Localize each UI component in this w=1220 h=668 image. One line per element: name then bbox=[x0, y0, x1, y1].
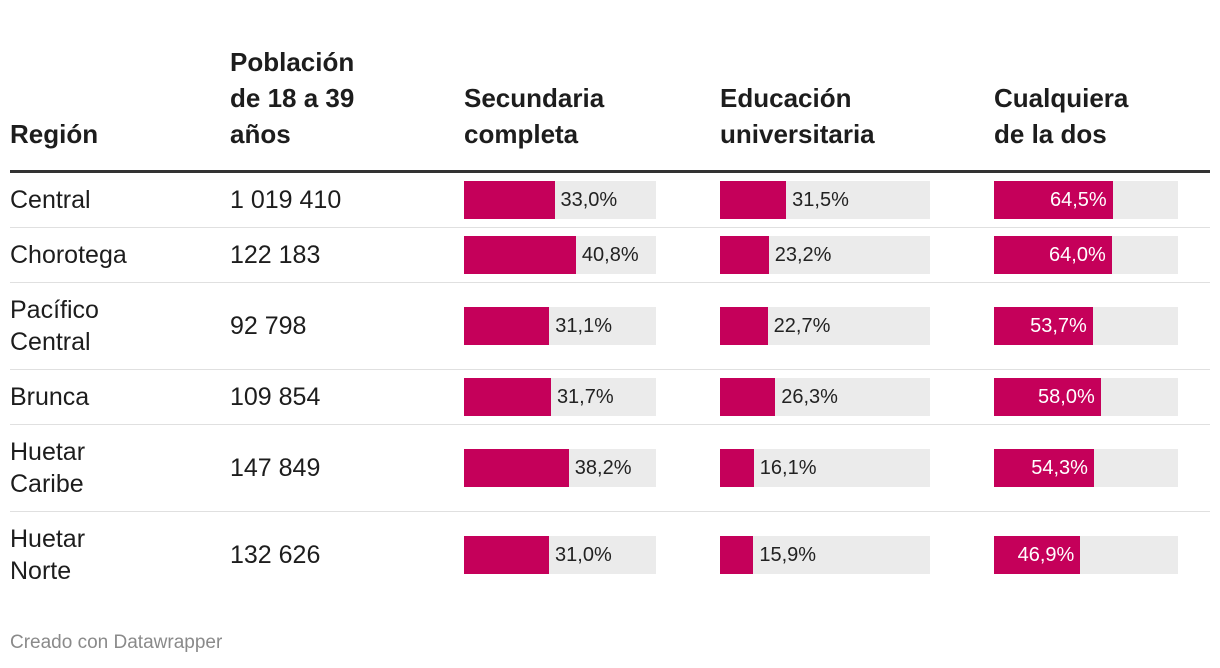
cell-universitaria: 16,1% bbox=[720, 425, 930, 511]
bar-label-cualquiera: 58,0% bbox=[1038, 385, 1095, 408]
bar-label-cualquiera: 46,9% bbox=[1017, 543, 1075, 566]
bar-universitaria bbox=[720, 181, 787, 219]
bar-track: 33,0% bbox=[464, 181, 656, 219]
cell-poblacion: 122 183 bbox=[230, 240, 321, 269]
bar-track: 23,2% bbox=[720, 236, 930, 274]
cell-universitaria: 15,9% bbox=[720, 512, 930, 598]
header-poblacion: Población de 18 a 39 años bbox=[230, 47, 355, 149]
bar-track: 22,7% bbox=[720, 307, 930, 345]
table-row: Huetar Norte 132 626 31,0% 15,9% 46,9% bbox=[10, 512, 1210, 598]
header-cualquiera: Cualquiera de la dos bbox=[994, 83, 1129, 149]
table-header: Región Población de 18 a 39 años Secunda… bbox=[10, 46, 1210, 173]
bar-track: 31,5% bbox=[720, 181, 930, 219]
bar-label-secundaria: 40,8% bbox=[581, 243, 639, 266]
bar-track: 16,1% bbox=[720, 449, 930, 487]
bar-track: 64,5% bbox=[994, 181, 1178, 219]
bar-cualquiera bbox=[994, 307, 1093, 345]
bar-label-cualquiera: 53,7% bbox=[1030, 314, 1087, 337]
cell-region: Pacífico Central bbox=[10, 296, 99, 356]
bar-label-cualquiera: 64,0% bbox=[1049, 243, 1106, 266]
bar-track: 38,2% bbox=[464, 449, 656, 487]
bar-universitaria bbox=[720, 307, 768, 345]
bar-track: 53,7% bbox=[994, 307, 1178, 345]
table-row: Chorotega 122 183 40,8% 23,2% 64,0% bbox=[10, 228, 1210, 283]
cell-cualquiera: 58,0% bbox=[994, 370, 1178, 424]
header-universitaria: Educación universitaria bbox=[720, 83, 875, 149]
bar-cualquiera bbox=[994, 536, 1081, 574]
bar-secundaria bbox=[464, 378, 551, 416]
cell-poblacion: 109 854 bbox=[230, 382, 321, 411]
bar-cualquiera bbox=[994, 378, 1101, 416]
table-row: Brunca 109 854 31,7% 26,3% 58,0% bbox=[10, 370, 1210, 425]
bar-cualquiera bbox=[994, 236, 1112, 274]
bar-track: 31,0% bbox=[464, 536, 656, 574]
bar-track: 58,0% bbox=[994, 378, 1178, 416]
bar-secundaria bbox=[464, 449, 569, 487]
cell-cualquiera: 46,9% bbox=[994, 512, 1178, 598]
cell-poblacion: 92 798 bbox=[230, 311, 307, 340]
bar-track: 46,9% bbox=[994, 536, 1178, 574]
header-region: Región bbox=[10, 119, 99, 149]
bar-cualquiera bbox=[994, 181, 1113, 219]
cell-universitaria: 26,3% bbox=[720, 370, 930, 424]
bar-label-secundaria: 38,2% bbox=[574, 456, 632, 479]
data-table: Región Población de 18 a 39 años Secunda… bbox=[10, 46, 1210, 598]
header-secundaria: Secundaria completa bbox=[464, 83, 605, 149]
cell-universitaria: 22,7% bbox=[720, 283, 930, 369]
cell-cualquiera: 54,3% bbox=[994, 425, 1178, 511]
bar-track: 64,0% bbox=[994, 236, 1178, 274]
cell-secundaria: 40,8% bbox=[464, 228, 656, 282]
bar-track: 54,3% bbox=[994, 449, 1178, 487]
bar-cualquiera bbox=[994, 449, 1094, 487]
bar-label-cualquiera: 54,3% bbox=[1031, 456, 1088, 479]
bar-label-secundaria: 31,1% bbox=[555, 314, 613, 337]
bar-label-universitaria: 15,9% bbox=[759, 543, 817, 566]
cell-poblacion: 132 626 bbox=[230, 540, 321, 569]
bar-universitaria bbox=[720, 536, 754, 574]
table-row: Central 1 019 410 33,0% 31,5% 64,5% bbox=[10, 173, 1210, 228]
bar-universitaria bbox=[720, 449, 754, 487]
cell-region: Huetar Norte bbox=[10, 525, 86, 585]
bar-label-universitaria: 23,2% bbox=[774, 243, 832, 266]
cell-poblacion: 147 849 bbox=[230, 453, 321, 482]
bar-universitaria bbox=[720, 378, 776, 416]
cell-region: Central bbox=[10, 186, 91, 214]
cell-region: Brunca bbox=[10, 383, 90, 411]
bar-track: 15,9% bbox=[720, 536, 930, 574]
table-body: Central 1 019 410 33,0% 31,5% 64,5% Chorotega… bbox=[10, 173, 1210, 598]
bar-track: 31,7% bbox=[464, 378, 656, 416]
bar-track: 40,8% bbox=[464, 236, 656, 274]
cell-universitaria: 31,5% bbox=[720, 173, 930, 227]
bar-label-secundaria: 31,0% bbox=[555, 543, 612, 566]
bar-label-universitaria: 26,3% bbox=[781, 385, 838, 408]
cell-cualquiera: 53,7% bbox=[994, 283, 1178, 369]
table-row: Pacífico Central 92 798 31,1% 22,7% 53,7% bbox=[10, 283, 1210, 370]
bar-label-cualquiera: 64,5% bbox=[1049, 188, 1107, 211]
cell-region: Huetar Caribe bbox=[10, 438, 86, 498]
bar-secundaria bbox=[464, 236, 576, 274]
cell-secundaria: 31,0% bbox=[464, 512, 656, 598]
cell-universitaria: 23,2% bbox=[720, 228, 930, 282]
bar-label-universitaria: 16,1% bbox=[759, 456, 817, 479]
cell-cualquiera: 64,5% bbox=[994, 173, 1178, 227]
bar-label-secundaria: 31,7% bbox=[556, 385, 614, 408]
cell-region: Chorotega bbox=[10, 241, 127, 269]
bar-secundaria bbox=[464, 181, 555, 219]
cell-secundaria: 38,2% bbox=[464, 425, 656, 511]
bar-label-universitaria: 31,5% bbox=[792, 188, 849, 211]
cell-secundaria: 33,0% bbox=[464, 173, 656, 227]
bar-track: 31,1% bbox=[464, 307, 656, 345]
cell-secundaria: 31,1% bbox=[464, 283, 656, 369]
cell-secundaria: 31,7% bbox=[464, 370, 656, 424]
cell-cualquiera: 64,0% bbox=[994, 228, 1178, 282]
footer-credit: Creado con Datawrapper bbox=[10, 632, 223, 653]
cell-poblacion: 1 019 410 bbox=[230, 185, 342, 214]
bar-label-universitaria: 22,7% bbox=[773, 314, 831, 337]
bar-track: 26,3% bbox=[720, 378, 930, 416]
bar-label-secundaria: 33,0% bbox=[560, 188, 618, 211]
bar-secundaria bbox=[464, 307, 550, 345]
bar-universitaria bbox=[720, 236, 769, 274]
bar-secundaria bbox=[464, 536, 550, 574]
table-row: Huetar Caribe 147 849 38,2% 16,1% 54,3% bbox=[10, 425, 1210, 512]
